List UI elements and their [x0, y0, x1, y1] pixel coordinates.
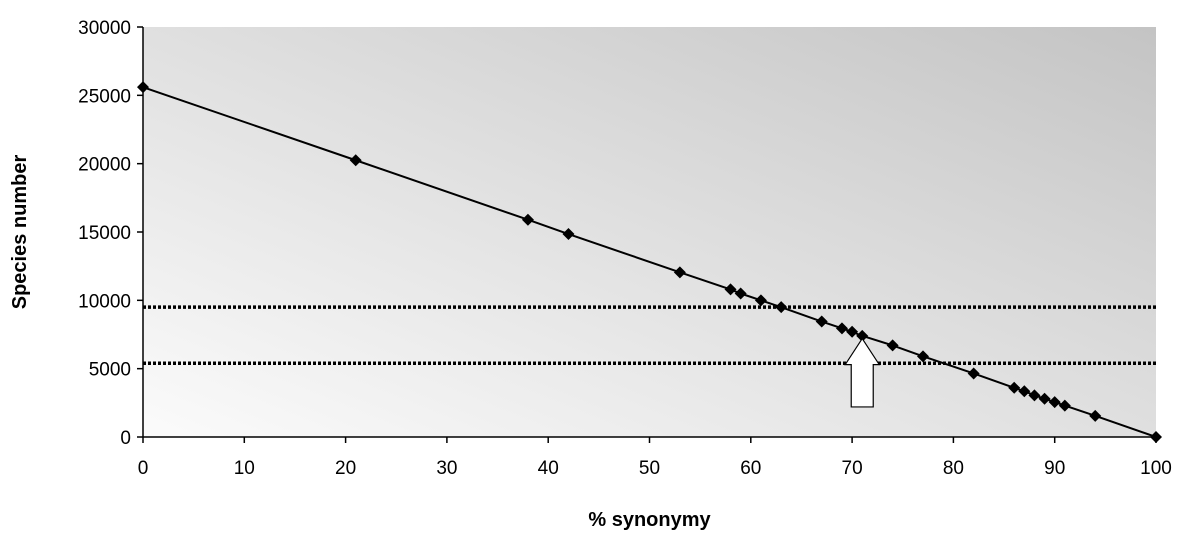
y-tick-label: 30000 — [78, 18, 131, 39]
data-point — [856, 329, 869, 342]
data-point — [724, 283, 737, 296]
x-tick-label: 60 — [740, 458, 761, 479]
data-point — [734, 287, 747, 300]
data-point — [835, 322, 848, 335]
data-point — [917, 350, 930, 363]
data-point — [1089, 409, 1102, 422]
x-tick-label: 0 — [138, 458, 149, 479]
x-tick-label: 70 — [842, 458, 863, 479]
plot-area — [143, 27, 1156, 437]
x-tick-label: 100 — [1140, 458, 1172, 479]
x-tick-label: 50 — [639, 458, 660, 479]
x-tick-label: 80 — [943, 458, 964, 479]
data-point — [1048, 396, 1061, 409]
x-tick-label: 20 — [335, 458, 356, 479]
x-tick-label: 40 — [538, 458, 559, 479]
data-point — [562, 228, 575, 241]
y-axis-label: Species number — [9, 155, 31, 310]
data-point — [886, 339, 899, 352]
arrow-shape — [844, 337, 881, 408]
x-axis-label: % synonymy — [588, 509, 711, 531]
data-point — [1008, 381, 1021, 394]
data-point — [1028, 389, 1041, 402]
annotation-arrow — [844, 337, 881, 408]
data-point — [673, 266, 686, 279]
x-tick-label: 90 — [1044, 458, 1065, 479]
y-tick-label: 25000 — [78, 86, 131, 107]
data-point — [521, 213, 534, 226]
data-point — [1058, 399, 1071, 412]
reference-lines — [143, 305, 1156, 365]
data-point — [349, 154, 362, 167]
data-point — [815, 315, 828, 328]
y-tick-label: 15000 — [78, 223, 131, 244]
data-point — [1038, 392, 1051, 405]
data-point — [846, 325, 859, 338]
y-tick-label: 0 — [120, 428, 131, 449]
y-tick-label: 10000 — [78, 291, 131, 312]
data-point — [754, 294, 767, 307]
series — [137, 81, 1162, 443]
data-point — [137, 81, 149, 94]
data-point — [1150, 431, 1162, 443]
y-tick-label: 20000 — [78, 155, 131, 176]
x-tick-label: 10 — [234, 458, 255, 479]
data-point — [775, 301, 788, 314]
y-tick-label: 5000 — [89, 360, 131, 381]
x-axis-ticks: 0 10 20 30 40 50 60 70 80 90 100 — [138, 437, 1172, 479]
x-tick-label: 30 — [436, 458, 457, 479]
data-point — [967, 367, 980, 380]
y-axis-ticks: 0 5000 10000 15000 20000 25000 30000 — [78, 18, 143, 449]
data-point — [1018, 385, 1031, 398]
